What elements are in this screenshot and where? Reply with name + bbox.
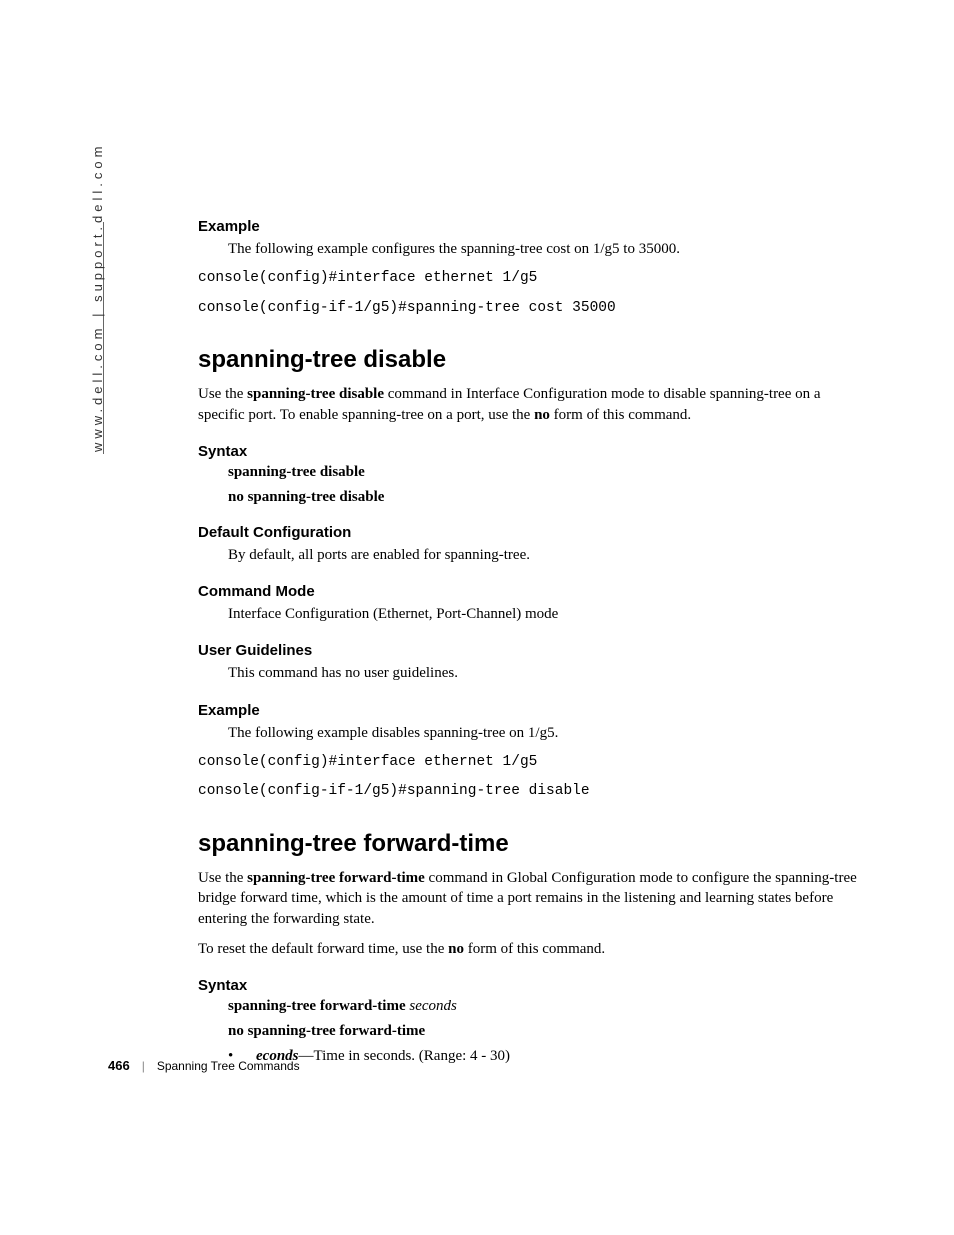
page-content: Example The following example configures… xyxy=(198,218,858,1065)
bold-term: spanning-tree disable xyxy=(247,386,384,402)
command-mode-heading: Command Mode xyxy=(198,583,858,600)
text: form of this command. xyxy=(464,941,605,957)
command-description: Use the spanning-tree forward-time comma… xyxy=(198,868,858,929)
syntax-line: spanning-tree forward-time seconds xyxy=(228,998,858,1015)
syntax-italic: seconds xyxy=(409,998,457,1014)
command-title-forward-time: spanning-tree forward-time xyxy=(198,830,858,858)
code-line: console(config-if-1/g5)#spanning-tree di… xyxy=(198,782,858,802)
syntax-line: no spanning-tree forward-time xyxy=(228,1023,858,1040)
document-page: www.dell.com | support.dell.com Example … xyxy=(0,0,954,1235)
footer-separator: | xyxy=(142,1059,145,1073)
user-guidelines-text: This command has no user guidelines. xyxy=(228,663,858,683)
syntax-bold: spanning-tree forward-time xyxy=(228,998,409,1014)
bold-term: spanning-tree forward-time xyxy=(247,870,425,886)
example-intro: The following example disables spanning-… xyxy=(228,723,858,743)
side-url: www.dell.com | support.dell.com xyxy=(90,143,105,452)
example-heading: Example xyxy=(198,702,858,719)
text: Use the xyxy=(198,870,247,886)
text: form of this command. xyxy=(550,407,691,423)
syntax-heading: Syntax xyxy=(198,443,858,460)
syntax-line: no spanning-tree disable xyxy=(228,489,858,506)
bold-term: no xyxy=(534,407,550,423)
user-guidelines-heading: User Guidelines xyxy=(198,642,858,659)
example-heading: Example xyxy=(198,218,858,235)
param-desc: —Time in seconds. (Range: 4 - 30) xyxy=(299,1048,511,1064)
command-description-2: To reset the default forward time, use t… xyxy=(198,939,858,959)
code-line: console(config)#interface ethernet 1/g5 xyxy=(198,269,858,289)
text: Use the xyxy=(198,386,247,402)
code-line: console(config-if-1/g5)#spanning-tree co… xyxy=(198,299,858,319)
code-line: console(config)#interface ethernet 1/g5 xyxy=(198,753,858,773)
page-footer: 466 | Spanning Tree Commands xyxy=(108,1058,300,1073)
text: To reset the default forward time, use t… xyxy=(198,941,448,957)
syntax-heading: Syntax xyxy=(198,977,858,994)
bold-term: no xyxy=(448,941,464,957)
default-config-heading: Default Configuration xyxy=(198,524,858,541)
command-title-disable: spanning-tree disable xyxy=(198,346,858,374)
command-mode-text: Interface Configuration (Ethernet, Port-… xyxy=(228,604,858,624)
chapter-title: Spanning Tree Commands xyxy=(157,1059,300,1073)
command-description: Use the spanning-tree disable command in… xyxy=(198,384,858,425)
default-config-text: By default, all ports are enabled for sp… xyxy=(228,545,858,565)
syntax-line: spanning-tree disable xyxy=(228,464,858,481)
example-intro: The following example configures the spa… xyxy=(228,239,858,259)
page-number: 466 xyxy=(108,1058,130,1073)
bullet-item: • econds—Time in seconds. (Range: 4 - 30… xyxy=(228,1048,858,1065)
